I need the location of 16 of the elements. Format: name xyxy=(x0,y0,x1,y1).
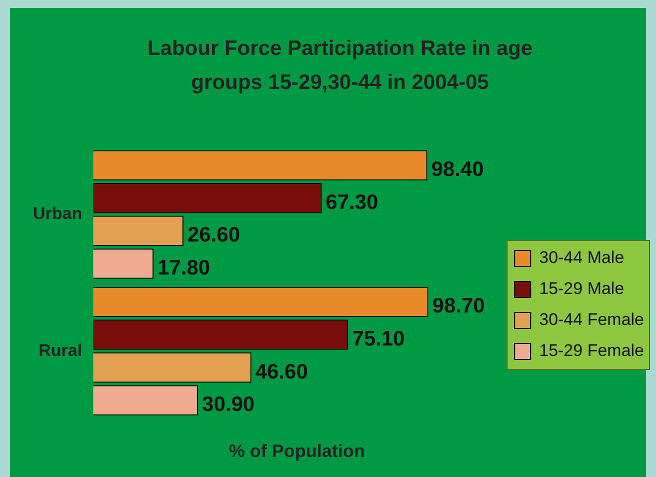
data-label: 75.10 xyxy=(352,328,405,351)
data-label: 26.60 xyxy=(187,224,240,247)
legend-label: 15-29 Male xyxy=(539,279,624,298)
y-tick-label: Rural xyxy=(38,340,82,360)
data-label: 30.90 xyxy=(202,393,255,416)
legend-label: 30-44 Male xyxy=(539,248,624,268)
x-axis-title: % of Population xyxy=(228,441,365,462)
data-label: 98.70 xyxy=(432,294,485,318)
legend-label: 15-29 Female xyxy=(539,341,644,360)
data-label: 17.80 xyxy=(158,256,210,280)
y-tick-label: Urban xyxy=(32,204,82,224)
data-label: 46.60 xyxy=(255,360,308,384)
legend-label: 30-44 Female xyxy=(539,310,644,330)
data-label: 98.40 xyxy=(431,158,484,182)
data-label: 67.30 xyxy=(326,190,378,214)
chart-title: Labour Force Participation Rate in age groups 15-29,30-44 in 2004-05 xyxy=(146,36,534,96)
